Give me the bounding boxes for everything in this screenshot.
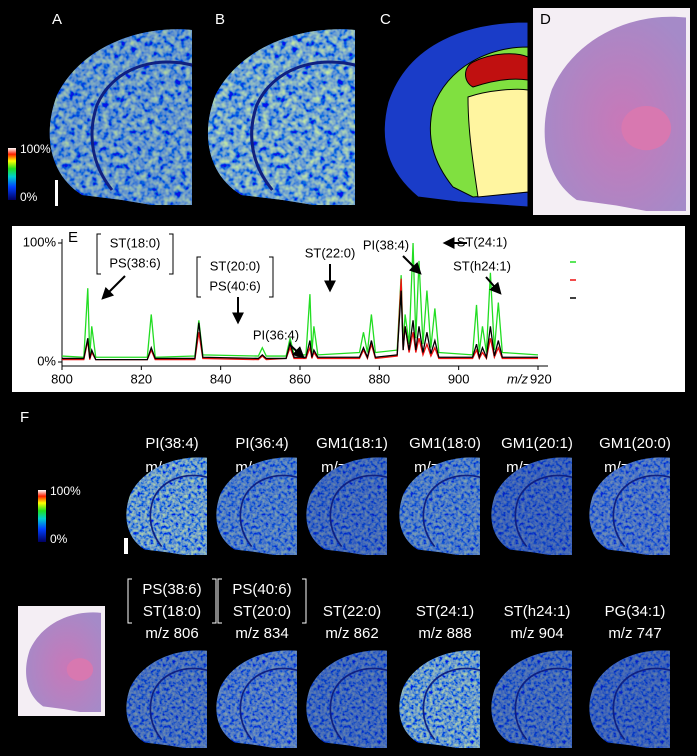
spectrum-frame (12, 226, 685, 392)
x-tick-label: 820 (130, 371, 152, 386)
legend-label: Hippocampus (581, 271, 661, 286)
scale-bar (124, 538, 128, 554)
ion-title: GM1(20:1) (501, 435, 573, 452)
peak-annotation: ST(24:1) (457, 234, 508, 249)
x-tick-label: 800 (51, 371, 73, 386)
ion-image (306, 457, 388, 555)
panel-label: F (20, 409, 29, 426)
x-tick-label: 920 (530, 371, 552, 386)
ion-title: PS(38:6) (142, 581, 201, 598)
y-tick-label: 0% (37, 353, 56, 368)
ion-image-structure (422, 667, 481, 741)
he-image (26, 612, 101, 712)
ion-title: PS(40:6) (232, 581, 291, 598)
annotation-arrow (485, 276, 502, 295)
peak-annotation: PS(40:6) (209, 278, 260, 293)
annotation-arrow (289, 344, 305, 359)
atlas-hippocampus (465, 53, 529, 88)
x-tick-label: 900 (448, 371, 470, 386)
ion-title: m/z 747 (608, 625, 661, 642)
annotation-arrow (402, 255, 422, 275)
peak-annotation: ST(18:0) (110, 235, 161, 250)
x-axis-label: m/z (507, 371, 528, 386)
ion-title: m/z 862 (325, 625, 378, 642)
ion-title: ST(24:1) (416, 603, 474, 620)
colorbar-min: 0% (50, 532, 68, 546)
ion-image-fill (216, 457, 297, 555)
top-panels (49, 8, 690, 215)
peak-annotation: ST(20:0) (210, 258, 261, 273)
ion-image (216, 457, 298, 555)
he-image-hippocampus (66, 658, 94, 681)
ion-image (306, 650, 388, 748)
ion-image-structure (90, 60, 193, 191)
ion-image-structure (612, 667, 671, 741)
legend-label: Whole brain (581, 289, 650, 304)
ion-title: ST(20:0) (233, 603, 291, 620)
spectrum-line (61, 242, 539, 358)
peak-annotation: PI(38:4) (363, 237, 409, 252)
bracket (196, 256, 274, 298)
legend-label: White matter (581, 253, 655, 268)
ion-image-structure (239, 474, 298, 548)
atlas-striatum (467, 88, 529, 198)
colorbar-max: 100% (50, 484, 81, 498)
ion-image-fill (306, 457, 387, 555)
ion-title: m/z 888 (418, 625, 471, 642)
x-tick-label: 880 (368, 371, 390, 386)
atlas-diagram (383, 21, 529, 208)
ion-image-structure (149, 667, 208, 741)
x-tick-label: 840 (210, 371, 232, 386)
ion-image-structure (514, 667, 573, 741)
scale-bar (55, 180, 58, 206)
ion-image-structure (422, 474, 481, 548)
ion-image-fill (306, 650, 387, 748)
colorbar-max: 100% (20, 142, 51, 156)
colorbar-min: 0% (20, 190, 38, 204)
ion-title: PI(38:4) (145, 435, 198, 452)
he-image (544, 16, 686, 212)
panel-label: A (52, 11, 62, 28)
panel-label: E (68, 229, 78, 246)
ion-image-structure (239, 667, 298, 741)
y-tick-label: 100% (23, 234, 57, 249)
ion-image-structure (329, 667, 388, 741)
ion-title: ST(22:0) (323, 603, 381, 620)
bracket (127, 578, 217, 624)
ion-image-structure (250, 60, 356, 191)
ion-title: GM1(18:0) (409, 435, 481, 452)
ion-title: m/z 806 (145, 625, 198, 642)
peak-annotation: PS(38:6) (109, 255, 160, 270)
ion-title: GM1(20:0) (599, 435, 671, 452)
ion-title: PI(36:4) (235, 435, 288, 452)
peak-annotation: ST(22:0) (305, 245, 356, 260)
colorbar (8, 148, 16, 200)
ion-title: ST(h24:1) (504, 603, 571, 620)
panel-label: C (380, 11, 391, 28)
ion-title: m/z 834 (235, 625, 288, 642)
ion-image-structure (514, 474, 573, 548)
he-image-hippocampus (621, 105, 672, 151)
colorbar (38, 490, 46, 542)
ion-title: m/z 904 (510, 625, 563, 642)
ion-title: ST(18:0) (143, 603, 201, 620)
spectrum-line (62, 290, 538, 361)
ion-image-structure (612, 474, 671, 548)
ion-title: PG(34:1) (605, 603, 666, 620)
panel-label: B (215, 11, 225, 28)
ion-image-structure (329, 474, 388, 548)
ion-image-structure (149, 474, 208, 548)
panel-label: D (540, 11, 551, 28)
annotation-arrow (101, 275, 126, 300)
peak-annotation: ST(h24:1) (453, 258, 511, 273)
ion-title: GM1(18:1) (316, 435, 388, 452)
x-tick-label: 860 (289, 371, 311, 386)
bracket (96, 233, 174, 275)
bracket (217, 578, 307, 624)
peak-annotation: PI(36:4) (253, 327, 299, 342)
